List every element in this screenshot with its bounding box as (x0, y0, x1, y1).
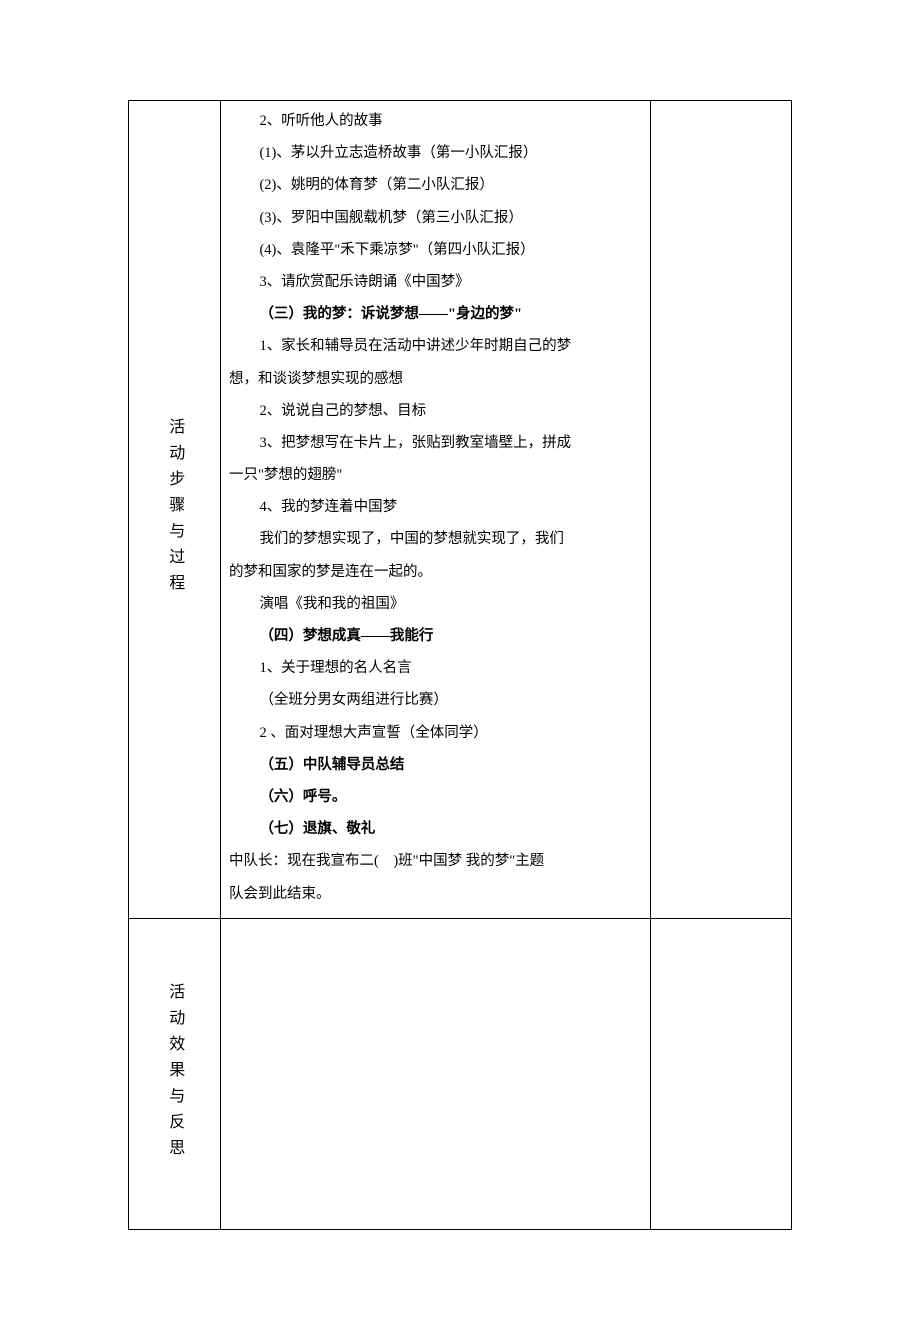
content-line: (1)、茅以升立志造桥故事（第一小队汇报） (229, 137, 642, 169)
content-line: 2、说说自己的梦想、目标 (229, 395, 642, 427)
content-line: 3、请欣赏配乐诗朗诵《中国梦》 (229, 266, 642, 298)
document-table: 活动步骤与过程 2、听听他人的故事 (1)、茅以升立志造桥故事（第一小队汇报） … (128, 100, 792, 1230)
content-heading: （七）退旗、敬礼 (229, 813, 642, 845)
table-row-reflection: 活动效果与反思 (129, 919, 791, 1229)
content-line: 2、听听他人的故事 (229, 105, 642, 137)
content-heading: （六）呼号。 (229, 781, 642, 813)
steps-label: 活动步骤与过程 (162, 418, 188, 600)
content-heading: （四）梦想成真——我能行 (229, 620, 642, 652)
row-label-cell: 活动效果与反思 (129, 919, 221, 1229)
content-line: 中队长：现在我宣布二( )班"中国梦 我的梦"主题 (229, 845, 642, 877)
notes-cell (651, 919, 791, 1229)
content-heading: （五）中队辅导员总结 (229, 749, 642, 781)
row-label-cell: 活动步骤与过程 (129, 101, 221, 918)
content-line: 队会到此结束。 (229, 878, 642, 910)
table-row-steps: 活动步骤与过程 2、听听他人的故事 (1)、茅以升立志造桥故事（第一小队汇报） … (129, 101, 791, 919)
content-line: (4)、袁隆平"禾下乘凉梦"（第四小队汇报） (229, 234, 642, 266)
content-line: (3)、罗阳中国舰载机梦（第三小队汇报） (229, 202, 642, 234)
reflection-content-cell (221, 919, 651, 1229)
content-line: （全班分男女两组进行比赛） (229, 684, 642, 716)
content-line: 2 、面对理想大声宣誓（全体同学） (229, 717, 642, 749)
content-line: 演唱《我和我的祖国》 (229, 588, 642, 620)
content-line: 3、把梦想写在卡片上，张贴到教室墙壁上，拼成 (229, 427, 642, 459)
content-line: 4、我的梦连着中国梦 (229, 491, 642, 523)
steps-content-cell: 2、听听他人的故事 (1)、茅以升立志造桥故事（第一小队汇报） (2)、姚明的体… (221, 101, 651, 918)
content-line: 1、家长和辅导员在活动中讲述少年时期自己的梦 (229, 330, 642, 362)
content-line: 我们的梦想实现了，中国的梦想就实现了，我们 (229, 523, 642, 555)
content-line: 想，和谈谈梦想实现的感想 (229, 363, 642, 395)
content-line: (2)、姚明的体育梦（第二小队汇报） (229, 169, 642, 201)
notes-cell (651, 101, 791, 918)
content-line: 的梦和国家的梦是连在一起的。 (229, 556, 642, 588)
reflection-label: 活动效果与反思 (162, 983, 188, 1165)
content-heading: （三）我的梦：诉说梦想——"身边的梦" (229, 298, 642, 330)
content-line: 1、关于理想的名人名言 (229, 652, 642, 684)
content-line: 一只"梦想的翅膀" (229, 459, 642, 491)
